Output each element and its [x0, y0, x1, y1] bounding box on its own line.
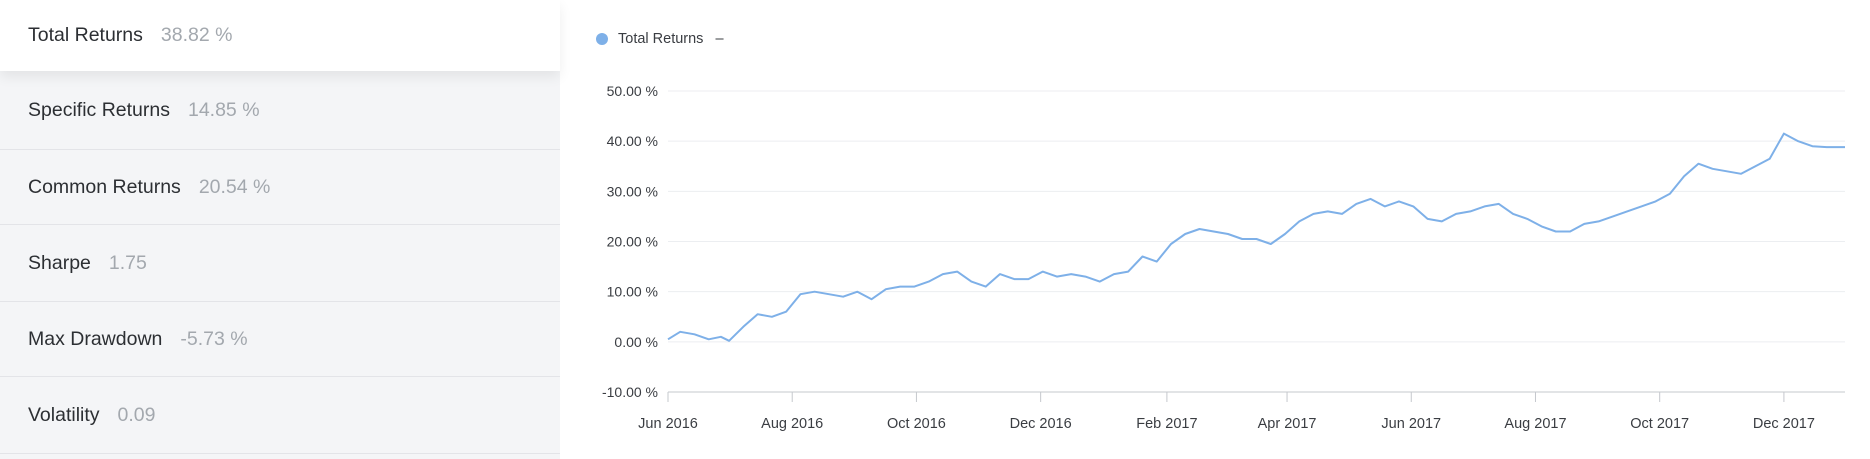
x-tick-label: Aug 2017 — [1504, 416, 1566, 432]
y-tick-label: -10.00 % — [602, 384, 658, 400]
x-tick-label: Oct 2017 — [1630, 416, 1689, 432]
metric-value: 38.82 % — [160, 24, 233, 46]
metric-label: Specific Returns — [28, 98, 170, 121]
chart-legend[interactable]: Total Returns – — [596, 31, 724, 47]
y-tick-label: 20.00 % — [607, 234, 658, 250]
y-tick-label: 50.00 % — [607, 83, 658, 99]
x-tick-label: Dec 2017 — [1753, 416, 1815, 432]
x-tick-label: Oct 2016 — [887, 416, 946, 432]
x-tick-label: Aug 2016 — [761, 416, 823, 432]
y-tick-label: 30.00 % — [607, 183, 658, 199]
y-tick-label: 40.00 % — [607, 133, 658, 149]
metric-label: Common Returns — [28, 175, 181, 198]
metric-total-returns[interactable]: Total Returns 38.82 % — [0, 0, 560, 71]
legend-value: – — [715, 31, 724, 47]
metric-max-drawdown[interactable]: Max Drawdown -5.73 % — [0, 302, 560, 377]
metrics-sidebar: Total Returns 38.82 % Specific Returns 1… — [0, 0, 560, 459]
x-tick-label: Dec 2016 — [1010, 416, 1072, 432]
series-line-total-returns — [667, 132, 1845, 342]
y-axis: 50.00 % 40.00 % 30.00 % 20.00 % 10.00 % 0.00 … — [602, 83, 658, 400]
chart-series — [667, 132, 1845, 342]
metric-value: 1.75 — [108, 251, 147, 274]
y-tick-label: 0.00 % — [614, 334, 658, 350]
legend-marker — [596, 33, 608, 45]
metric-label: Max Drawdown — [28, 327, 163, 350]
metric-label: Sharpe — [28, 251, 91, 274]
metric-common-returns[interactable]: Common Returns 20.54 % — [0, 150, 560, 225]
x-tick-label: Feb 2017 — [1136, 416, 1197, 432]
metric-value: -5.73 % — [180, 327, 248, 350]
metric-specific-returns[interactable]: Specific Returns 14.85 % — [0, 71, 560, 150]
metric-volatility[interactable]: Volatility 0.09 — [0, 377, 560, 454]
x-tick-label: Jun 2016 — [638, 416, 698, 432]
x-axis: Jun 2016 Aug 2016 Oct 2016 Dec 2016 Feb 2017… — [638, 391, 1845, 432]
metric-sharpe[interactable]: Sharpe 1.75 — [0, 225, 560, 302]
metric-value: 0.09 — [117, 403, 156, 426]
chart-gridlines — [668, 90, 1845, 343]
x-tick-label: Jun 2017 — [1381, 416, 1441, 432]
y-tick-label: 10.00 % — [607, 284, 658, 300]
metric-value: 20.54 % — [198, 175, 271, 198]
legend-label: Total Returns — [618, 31, 704, 47]
metric-label: Volatility — [28, 403, 100, 426]
metric-label: Total Returns — [28, 24, 143, 46]
metric-value: 14.85 % — [187, 98, 260, 121]
x-tick-label: Apr 2017 — [1258, 416, 1317, 432]
